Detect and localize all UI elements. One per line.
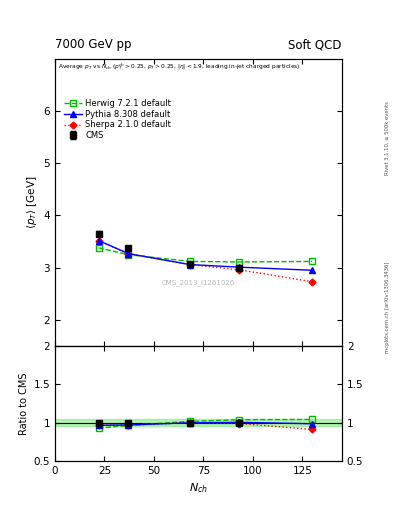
Text: 7000 GeV pp: 7000 GeV pp [55,38,132,51]
Sherpa 2.1.0 default [237,267,241,273]
Sherpa 2.1.0 default [310,279,314,285]
Text: Average $p_T$ vs $N_{ch}$ ($p_T^{ch}>$0.25, $p_T>$0.25, $|\eta|<$1.9, leading in: Average $p_T$ vs $N_{ch}$ ($p_T^{ch}>$0.… [58,62,301,72]
Bar [55,419,342,426]
Line: Pythia 8.308 default: Pythia 8.308 default [95,238,315,273]
Text: Soft QCD: Soft QCD [288,38,342,51]
Pythia 8.308 default [96,238,101,244]
Herwig 7.2.1 default [237,259,241,265]
Pythia 8.308 default [126,250,130,257]
Text: Rivet 3.1.10, ≥ 500k events: Rivet 3.1.10, ≥ 500k events [385,101,390,175]
Line: Sherpa 2.1.0 default: Sherpa 2.1.0 default [96,238,315,284]
Pythia 8.308 default [237,264,241,270]
Text: mcplots.cern.ch [arXiv:1306.3436]: mcplots.cern.ch [arXiv:1306.3436] [385,262,390,353]
Herwig 7.2.1 default [96,245,101,251]
Pythia 8.308 default [310,267,314,273]
Line: Herwig 7.2.1 default: Herwig 7.2.1 default [95,245,315,265]
Herwig 7.2.1 default [126,251,130,258]
Sherpa 2.1.0 default [96,238,101,244]
Sherpa 2.1.0 default [126,250,130,257]
Text: CMS_2013_I1261026: CMS_2013_I1261026 [162,280,235,286]
Herwig 7.2.1 default [310,259,314,265]
Pythia 8.308 default [187,262,192,268]
Y-axis label: Ratio to CMS: Ratio to CMS [19,372,29,435]
Herwig 7.2.1 default [187,259,192,265]
X-axis label: $N_{ch}$: $N_{ch}$ [189,481,208,495]
Y-axis label: $\langle p_T \rangle$ [GeV]: $\langle p_T \rangle$ [GeV] [26,176,39,229]
Sherpa 2.1.0 default [187,262,192,268]
Legend: Herwig 7.2.1 default, Pythia 8.308 default, Sherpa 2.1.0 default, CMS: Herwig 7.2.1 default, Pythia 8.308 defau… [62,97,173,142]
